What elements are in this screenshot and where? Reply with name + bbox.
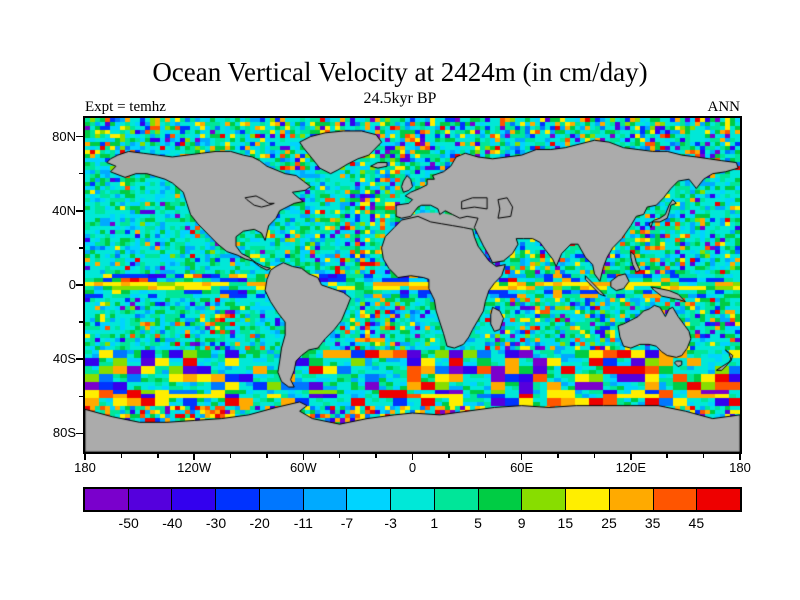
colorbar-tick-label: -20 xyxy=(249,515,270,531)
x-axis-tick-label: 120E xyxy=(615,460,647,475)
x-axis-minor-tick xyxy=(448,454,450,458)
y-axis-tick xyxy=(76,432,83,435)
x-axis-tick-label: 60E xyxy=(510,460,534,475)
map-plot-area xyxy=(83,116,742,454)
x-axis-tick-label: 120W xyxy=(177,460,212,475)
x-axis-tick xyxy=(520,454,523,460)
x-axis-minor-tick xyxy=(157,454,159,458)
colorbar-segment xyxy=(85,489,128,510)
colorbar-segment xyxy=(215,489,259,510)
colorbar-segment xyxy=(565,489,609,510)
y-axis-tick xyxy=(76,210,83,212)
colorbar-segment xyxy=(521,489,566,510)
y-axis-tick-label: 80S xyxy=(52,425,76,441)
x-axis-tick xyxy=(411,454,414,460)
y-axis-minor-tick xyxy=(79,395,83,398)
colorbar-segment xyxy=(608,489,653,510)
y-axis-tick-label: 0 xyxy=(68,277,76,292)
world-map-canvas xyxy=(85,118,740,452)
y-axis-tick-label: 40N xyxy=(52,202,76,218)
colorbar xyxy=(83,487,742,512)
colorbar-tick-label: 1 xyxy=(430,515,439,531)
colorbar-tick-label: 5 xyxy=(474,515,482,531)
colorbar-segment xyxy=(390,489,434,510)
y-axis-minor-tick xyxy=(79,247,83,249)
colorbar-tick-label: 45 xyxy=(688,515,705,531)
x-axis-minor-tick xyxy=(593,454,596,458)
colorbar-tick-label: -50 xyxy=(118,515,139,531)
x-axis-minor-tick xyxy=(338,454,341,458)
y-axis-minor-tick xyxy=(79,172,83,175)
colorbar-tick-label: 25 xyxy=(601,515,617,531)
colorbar-segment xyxy=(127,489,172,510)
colorbar-tick-label: -30 xyxy=(205,515,227,531)
x-axis-minor-tick xyxy=(266,454,268,458)
colorbar-tick-label: 35 xyxy=(644,515,661,531)
y-axis-tick-label: 40S xyxy=(52,351,76,367)
x-axis-minor-tick xyxy=(375,454,377,458)
y-axis-minor-tick xyxy=(79,321,83,323)
colorbar-tick-label: -3 xyxy=(384,515,397,531)
y-axis-tick xyxy=(76,135,83,138)
season-label: ANN xyxy=(707,99,741,115)
x-axis-tick-label: 60W xyxy=(289,460,317,475)
x-axis-tick xyxy=(630,454,632,460)
colorbar-segment xyxy=(302,489,347,510)
colorbar-tick-label: 15 xyxy=(557,515,574,531)
colorbar-tick-label: -40 xyxy=(162,515,183,531)
colorbar-tick-label: -11 xyxy=(293,515,313,531)
x-axis-tick-label: 180 xyxy=(729,460,751,475)
colorbar-segment xyxy=(433,489,478,510)
x-axis-minor-tick xyxy=(557,454,559,458)
figure-subtitle: 24.5kyr BP xyxy=(363,90,437,107)
x-axis-tick-label: 180 xyxy=(74,460,96,475)
colorbar-tick-label: -7 xyxy=(340,515,354,531)
x-axis-tick xyxy=(193,454,195,460)
y-axis-tick xyxy=(76,284,83,286)
x-axis-minor-tick xyxy=(120,454,123,458)
colorbar-segment xyxy=(346,489,391,510)
colorbar-segment xyxy=(477,489,522,510)
x-axis-tick-label: 0 xyxy=(408,460,417,475)
x-axis-tick xyxy=(84,454,86,460)
x-axis-minor-tick xyxy=(229,454,232,458)
figure-title: Ocean Vertical Velocity at 2424m (in cm/… xyxy=(152,57,648,87)
colorbar-segment xyxy=(258,489,303,510)
colorbar-segment xyxy=(696,489,741,510)
y-axis-tick-label: 80N xyxy=(52,128,76,144)
x-axis-tick xyxy=(739,454,741,460)
colorbar-tick-label: 9 xyxy=(517,515,526,531)
experiment-label: Expt = temhz xyxy=(85,99,166,115)
x-axis-tick xyxy=(302,454,305,460)
colorbar-segment xyxy=(652,489,697,510)
x-axis-minor-tick xyxy=(702,454,705,458)
colorbar-segment xyxy=(171,489,216,510)
y-axis-tick xyxy=(76,358,83,360)
x-axis-minor-tick xyxy=(484,454,487,458)
x-axis-minor-tick xyxy=(666,454,668,458)
